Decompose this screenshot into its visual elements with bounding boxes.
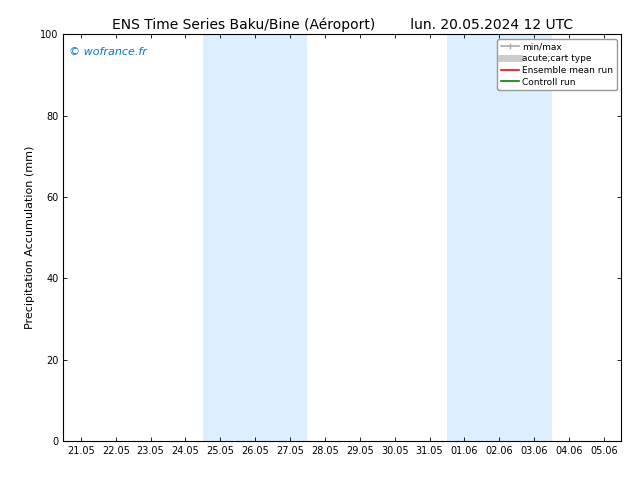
- Text: © wofrance.fr: © wofrance.fr: [69, 47, 147, 56]
- Bar: [203, 34, 273, 441]
- Bar: [482, 34, 552, 441]
- Bar: [238, 34, 307, 441]
- Title: ENS Time Series Baku/Bine (Aéroport)        lun. 20.05.2024 12 UTC: ENS Time Series Baku/Bine (Aéroport) lun…: [112, 17, 573, 32]
- Legend: min/max, acute;cart type, Ensemble mean run, Controll run: min/max, acute;cart type, Ensemble mean …: [497, 39, 617, 90]
- Bar: [447, 34, 517, 441]
- Y-axis label: Precipitation Accumulation (mm): Precipitation Accumulation (mm): [25, 146, 35, 329]
